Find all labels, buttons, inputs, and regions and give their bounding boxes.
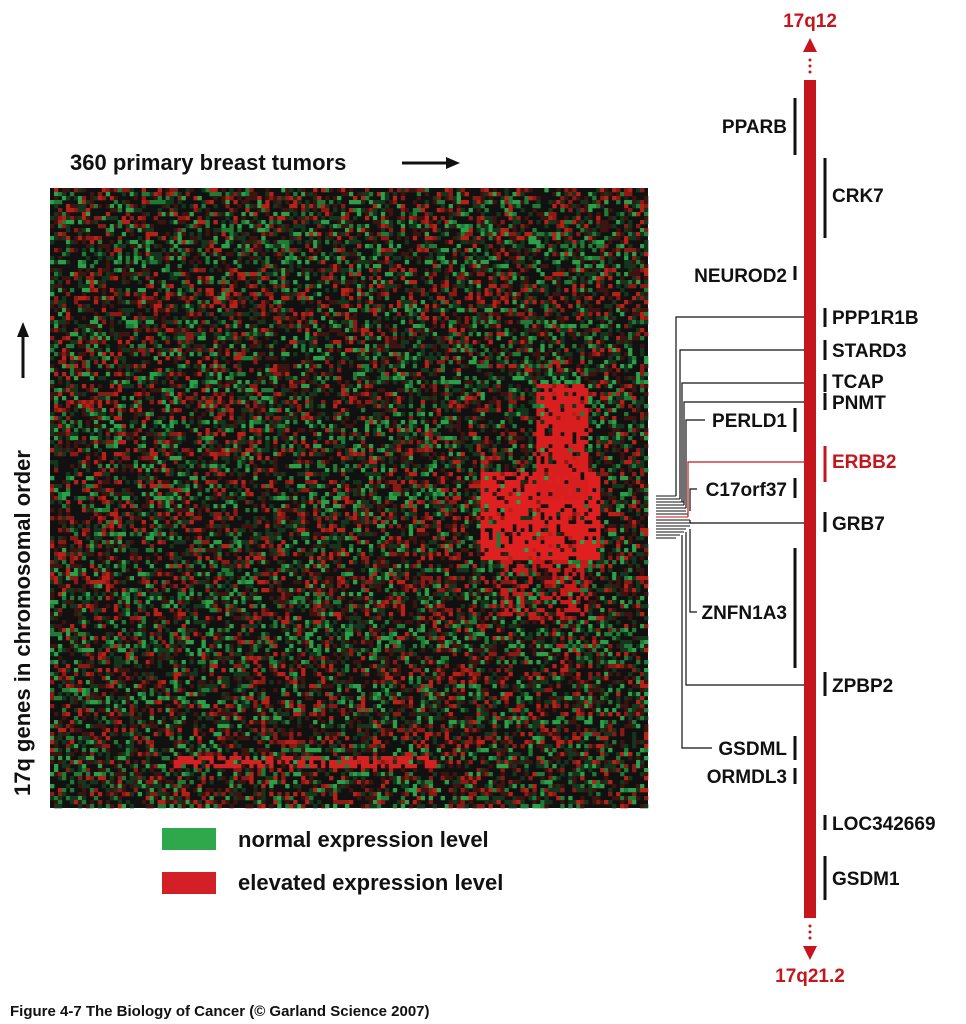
gene-label-perld1: PERLD1 <box>712 411 787 432</box>
gene-connectors <box>656 316 812 749</box>
arrow-down-icon <box>803 946 817 960</box>
legend-swatch-elevated <box>162 872 216 894</box>
gene-label-c17orf37: C17orf37 <box>706 480 787 501</box>
gene-labels: PPARB CRK7 NEUROD2 PPP1R1B STARD3 TCAP P… <box>694 117 935 890</box>
columns-arrow-icon <box>402 157 460 169</box>
legend-swatch-normal <box>162 828 216 850</box>
band-top-label: 17q12 <box>783 11 837 32</box>
figure-caption: Figure 4-7 The Biology of Cancer (© Garl… <box>10 1003 430 1020</box>
gene-label-gsdm1: GSDM1 <box>832 869 900 890</box>
chromosome-bar <box>804 80 816 918</box>
rows-arrow-icon <box>17 322 29 378</box>
arrow-up-icon <box>803 38 817 52</box>
gene-label-znfn1a3: ZNFN1A3 <box>701 603 787 624</box>
gene-label-grb7: GRB7 <box>832 514 885 535</box>
legend-label-elevated: elevated expression level <box>238 870 503 895</box>
gene-label-zpbp2: ZPBP2 <box>832 676 893 697</box>
gene-label-gsdml: GSDML <box>718 739 787 760</box>
gene-ticks <box>793 98 827 900</box>
gene-label-neurod2: NEUROD2 <box>694 266 787 287</box>
rows-label: 17q genes in chromosomal order <box>10 450 35 796</box>
gene-label-ppp1r1b: PPP1R1B <box>832 308 919 329</box>
gene-label-loc342669: LOC342669 <box>832 814 936 835</box>
legend-label-normal: normal expression level <box>238 827 489 852</box>
gene-label-pparb: PPARB <box>722 117 787 138</box>
chromosome-dots-top <box>808 58 812 74</box>
legend: normal expression level elevated express… <box>162 827 503 895</box>
gene-label-erbb2: ERBB2 <box>832 452 896 473</box>
chromosome-dots-bottom <box>808 924 812 940</box>
gene-label-crk7: CRK7 <box>832 186 884 207</box>
expression-heatmap <box>50 188 649 809</box>
gene-label-tcap: TCAP <box>832 372 884 393</box>
gene-label-ormdl3: ORMDL3 <box>707 767 787 788</box>
gene-label-pnmt: PNMT <box>832 393 886 414</box>
chromosome-17q: 17q12 17q21.2 <box>775 11 845 987</box>
columns-label: 360 primary breast tumors <box>70 150 346 175</box>
band-bottom-label: 17q21.2 <box>775 966 845 987</box>
gene-label-stard3: STARD3 <box>832 341 907 362</box>
